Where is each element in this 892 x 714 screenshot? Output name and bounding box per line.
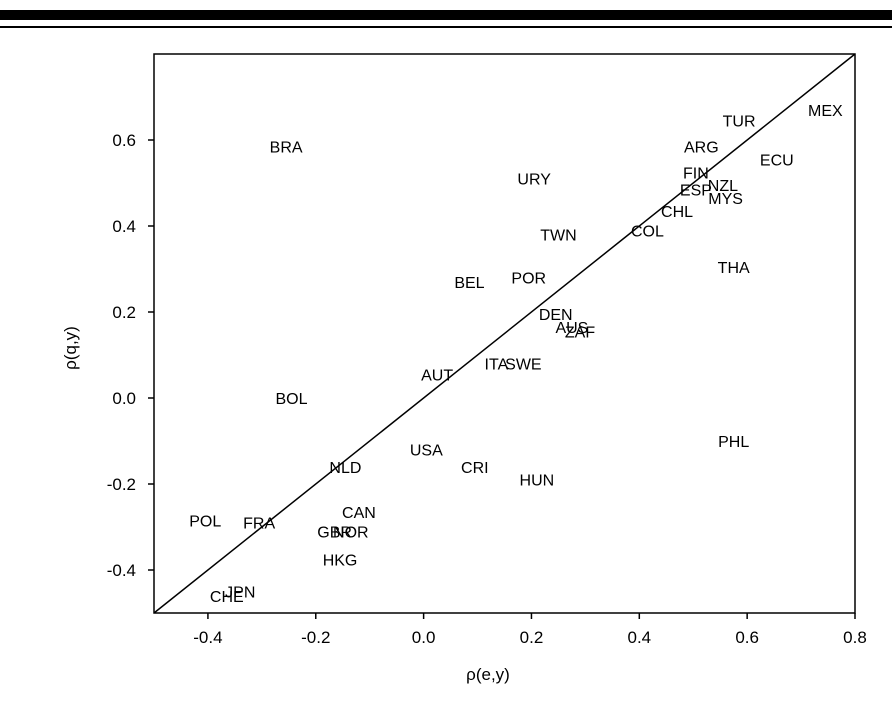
y-tick-label: 0.2 [112,303,136,322]
point-label-nzl: NZL [708,178,738,195]
x-tick-label: 0.6 [735,628,759,647]
point-label-mys: MYS [708,191,743,208]
header-thick-rule [0,10,892,20]
point-label-jpn: JPN [225,585,255,602]
point-label-fin: FIN [683,165,709,182]
point-label-hkg: HKG [323,552,358,569]
point-label-mex: MEX [808,103,843,120]
y-tick-label: 0.6 [112,131,136,150]
point-label-chl: CHL [661,204,693,221]
point-label-gbr: GBR [317,524,352,541]
x-axis: -0.4 -0.2 0.0 0.2 0.4 0.6 0.8 [193,613,867,647]
point-label-cri: CRI [461,460,489,477]
point-label-can: CAN [342,505,376,522]
y-tick-label: -0.2 [107,475,136,494]
point-label-den: DEN [539,307,573,324]
point-label-aus: AUS [555,320,588,337]
point-label-ury: URY [517,172,551,189]
point-label-fra: FRA [243,516,275,533]
header-thin-rule [0,26,892,28]
plot-frame [153,53,856,614]
point-label-esp: ESP [680,182,712,199]
point-label-arg: ARG [684,139,719,156]
point-label-usa: USA [410,443,443,460]
y-tick-label: 0.0 [112,389,136,408]
header-rule [0,10,892,28]
point-label-ita: ITA [485,357,509,374]
y-tick-label: 0.4 [112,217,136,236]
point-label-pol: POL [189,514,221,531]
y-tick-label: -0.4 [107,561,136,580]
point-label-por: POR [511,271,546,288]
point-label-ecu: ECU [760,152,794,169]
point-label-nld: NLD [329,460,361,477]
point-label-zaf: ZAF [565,324,595,341]
point-label-hun: HUN [520,473,555,490]
point-label-phl: PHL [718,434,749,451]
x-tick-label: -0.2 [301,628,330,647]
point-label-che: CHE [210,589,244,606]
x-tick-label: 0.0 [412,628,436,647]
x-tick-label: 0.8 [843,628,867,647]
point-label-bol: BOL [275,391,307,408]
point-label-tur: TUR [723,114,756,131]
y-axis-label: ρ(q,y) [61,326,80,370]
point-label-tha: THA [718,260,750,277]
point-label-aut: AUT [421,367,453,384]
y-axis: -0.4 -0.2 0.0 0.2 0.4 0.6 [107,131,154,580]
point-label-nor: NOR [333,524,369,541]
point-label-swe: SWE [505,357,541,374]
x-tick-label: 0.4 [627,628,651,647]
point-label-twn: TWN [540,228,576,245]
point-label-bel: BEL [454,275,484,292]
x-axis-label: ρ(e,y) [466,665,510,684]
x-tick-label: -0.4 [193,628,222,647]
point-label-col: COL [631,223,664,240]
reference-diagonal-line [153,53,856,614]
point-label-bra: BRA [270,139,303,156]
x-tick-label: 0.2 [520,628,544,647]
